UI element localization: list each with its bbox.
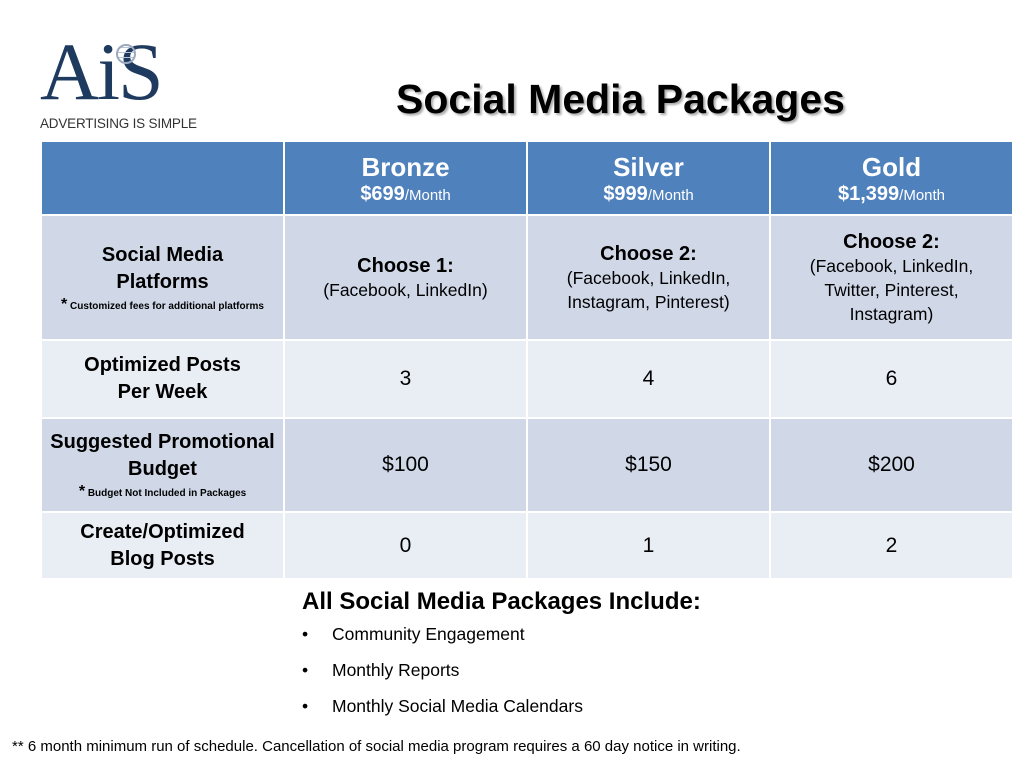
item-text: Monthly Social Media Calendars bbox=[332, 696, 583, 716]
row-label-text: Create/Optimized Blog Posts bbox=[80, 520, 245, 570]
note-text: Customized fees for additional platforms bbox=[70, 300, 264, 312]
package-name: Bronze bbox=[361, 151, 450, 182]
row-label: Optimized Posts Per Week bbox=[42, 341, 283, 417]
row-label: Suggested Promotional Budget * Budget Not… bbox=[42, 419, 283, 511]
choose-count: Choose 2: bbox=[600, 242, 697, 265]
note-star: * bbox=[61, 295, 68, 313]
table-cell: Choose 1: (Facebook, LinkedIn) bbox=[285, 216, 526, 339]
bullet: • bbox=[302, 660, 309, 680]
platform-options: (Facebook, LinkedIn, Instagram, Pinteres… bbox=[566, 267, 731, 312]
row-label-text: Optimized Posts Per Week bbox=[84, 354, 241, 403]
table-cell: Choose 2: (Facebook, LinkedIn, Twitter, P… bbox=[771, 216, 1012, 339]
package-price: $1,399 bbox=[837, 182, 900, 205]
note-text: Budget Not Included in Packages bbox=[87, 488, 247, 499]
bullet: • bbox=[302, 696, 309, 716]
includes-section: All Social Media Packages Include: • Comm… bbox=[302, 588, 701, 732]
row-label: Create/Optimized Blog Posts bbox=[42, 513, 283, 578]
bullet: • bbox=[302, 624, 309, 644]
price-period: /Month bbox=[899, 186, 946, 204]
table-cell: $150 bbox=[528, 419, 769, 511]
item-text: Monthly Reports bbox=[332, 660, 460, 680]
header-bronze: Bronze $699/Month bbox=[285, 142, 526, 214]
header-empty bbox=[42, 142, 283, 214]
footnote: ** 6 month minimum run of schedule. Canc… bbox=[12, 738, 741, 755]
platform-options: (Facebook, LinkedIn) bbox=[323, 279, 488, 300]
row-note: * Budget Not Included in Packages bbox=[78, 483, 247, 501]
includes-heading: All Social Media Packages Include: bbox=[302, 588, 701, 615]
table-cell: 0 bbox=[285, 513, 526, 578]
row-label-text: Suggested Promotional Budget bbox=[50, 431, 275, 480]
choose-count: Choose 2: bbox=[843, 230, 940, 253]
row-label: Social Media Platforms * Customized fees … bbox=[42, 216, 283, 339]
price-period: /Month bbox=[647, 186, 694, 204]
table-cell: 4 bbox=[528, 341, 769, 417]
list-item: • Monthly Social Media Calendars bbox=[302, 696, 701, 732]
includes-list: • Community Engagement • Monthly Reports •… bbox=[302, 624, 701, 732]
package-name: Gold bbox=[861, 151, 922, 182]
header-silver: Silver $999/Month bbox=[528, 142, 769, 214]
row-label-text: Social Media Platforms bbox=[101, 243, 224, 293]
list-item: • Community Engagement bbox=[302, 624, 701, 660]
logo-tagline: ADVERTISING IS SIMPLE bbox=[40, 116, 197, 131]
item-text: Community Engagement bbox=[332, 624, 525, 644]
platform-options: (Facebook, LinkedIn, Twitter, Pinterest,… bbox=[809, 255, 974, 324]
price-period: /Month bbox=[404, 186, 451, 204]
packages-table: Bronze $699/Month Silver $999/Month Gold $1… bbox=[42, 142, 1012, 578]
page-title: Social Media Packages bbox=[396, 76, 845, 122]
row-note: * Customized fees for additional platfor… bbox=[61, 295, 264, 314]
globe-icon bbox=[116, 44, 136, 64]
package-price: $999 bbox=[603, 182, 648, 205]
note-star: * bbox=[78, 483, 86, 500]
table-cell: 6 bbox=[771, 341, 1012, 417]
logo-mark: AiS bbox=[40, 26, 164, 117]
table-cell: $100 bbox=[285, 419, 526, 511]
table-cell: $200 bbox=[771, 419, 1012, 511]
package-name: Silver bbox=[613, 151, 684, 182]
choose-count: Choose 1: bbox=[357, 254, 454, 277]
ais-logo: AiS ADVERTISING IS SIMPLE bbox=[40, 26, 210, 134]
list-item: • Monthly Reports bbox=[302, 660, 701, 696]
package-price: $699 bbox=[360, 182, 405, 205]
table-cell: Choose 2: (Facebook, LinkedIn, Instagram,… bbox=[528, 216, 769, 339]
header-gold: Gold $1,399/Month bbox=[771, 142, 1012, 214]
table-cell: 2 bbox=[771, 513, 1012, 578]
table-cell: 1 bbox=[528, 513, 769, 578]
table-cell: 3 bbox=[285, 341, 526, 417]
